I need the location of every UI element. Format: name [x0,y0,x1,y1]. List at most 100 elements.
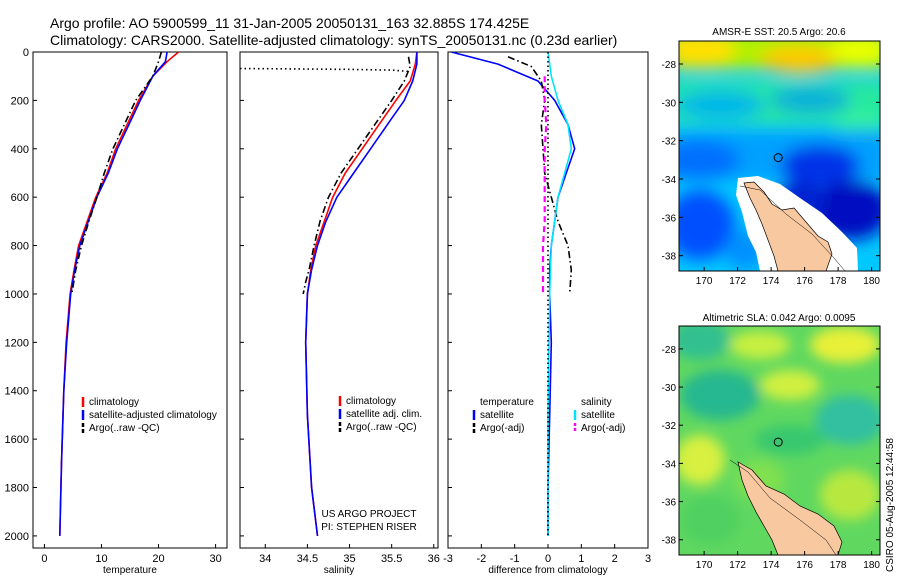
map-x-tick-label: 172 [729,560,746,571]
legend-label: Argo(-adj) [480,423,524,434]
salinity-xlabel: salinity [324,565,355,576]
sst-map-ticks: 170 172 174 176 178 180 -28 -30 -32 -34 -36 -38 [662,60,881,287]
depth-tick-label: 400 [11,144,29,156]
legend-label: satellite adj. clim. [346,409,422,420]
salinity-panel: 34 34.5 35 35.5 36 salinity climatology satel… [239,51,440,576]
sst-map: AMSR-E SST: 20.5 Argo: 20.6 [662,27,881,287]
x-tick-label: 20 [152,553,164,565]
sst-land-north-island [743,181,833,271]
csiro-timestamp-label: CSIRO 05-Aug-2005 12:44:58 [885,438,896,572]
x-tick-label: 34 [259,553,271,565]
sla-map-frame [678,325,881,556]
temperature-xlabel: temperature [103,565,157,576]
map-x-tick-label: 178 [830,276,847,287]
temperature-legend: climatology satellite-adjusted climatolog… [81,397,217,434]
depth-tick-label: 0 [23,47,29,59]
x-tick-label: 36 [428,553,440,565]
depth-tick-label: 2000 [5,531,29,543]
series-line-argo-raw-qc- [71,52,163,295]
difference-y-ticks [448,51,452,537]
map-y-tick-label: -38 [662,252,677,263]
map-y-tick-label: -32 [662,421,677,432]
series-line-satellite [451,52,576,536]
series-line-climatology [304,52,418,536]
depth-tick-label: 200 [11,95,29,107]
map-x-tick-label: 174 [763,276,780,287]
legend-label: climatology [89,397,139,408]
sst-field [679,41,880,271]
salinity-x-ticks: 34 34.5 35 35.5 36 [259,544,440,565]
map-x-tick-label: 180 [863,560,880,571]
figure-title-line1: Argo profile: AO 5900599_11 31-Jan-2005 … [50,15,529,31]
sla-map-title: Altimetric SLA: 0.042 Argo: 0.0095 [703,313,856,324]
map-y-tick-label: -28 [662,345,677,356]
map-y-tick-label: -28 [662,60,677,71]
x-tick-label: 0 [41,553,47,565]
map-x-tick-label: 176 [796,560,813,571]
map-y-tick-label: -38 [662,536,677,547]
project-annotation-line2: PI: STEPHEN RISER [321,522,417,533]
sst-argo-location-marker [773,153,783,163]
map-y-tick-label: -36 [662,498,677,509]
legend-label: Argo(..raw -QC) [346,422,417,433]
series-line-satellite-adjusted-climatology [59,52,168,536]
x-tick-label: -1 [510,553,520,565]
x-tick-label: 1 [578,553,584,565]
map-x-tick-label: 172 [729,276,746,287]
depth-tick-label: 1600 [5,434,29,446]
legend-label: satellite [480,410,514,421]
x-tick-label: 34.5 [297,553,318,565]
salinity-y-ticks [240,51,244,537]
map-x-tick-label: 180 [863,276,880,287]
map-x-tick-label: 178 [830,560,847,571]
depth-tick-label: 1200 [5,337,29,349]
legend-label: satellite [581,410,615,421]
difference-xlabel: difference from climatology [488,565,607,576]
legend-label: climatology [346,396,396,407]
series-line-satellite-adj-clim- [304,52,418,536]
map-y-tick-label: -30 [662,98,677,109]
series-line-satellite [547,52,573,536]
sla-field [679,326,880,555]
figure-title-line2: Climatology: CARS2000. Satellite-adjuste… [50,32,617,48]
sla-map: Altimetric SLA: 0.042 Argo: 0.0095 170 17 [662,313,881,571]
legend-label: satellite-adjusted climatology [89,410,217,421]
x-tick-label: 0 [545,553,551,565]
x-tick-label: 35.5 [381,553,402,565]
temperature-plot-frame [32,51,228,549]
sla-map-ticks: 170 172 174 176 178 180 -28 -30 -32 -34 -36 -38 [662,345,881,571]
x-tick-label: 30 [209,553,221,565]
legend-group-title: temperature [480,397,534,408]
x-tick-label: 2 [612,553,618,565]
map-x-tick-label: 176 [796,276,813,287]
depth-tick-label: 600 [11,192,29,204]
map-x-tick-label: 174 [763,560,780,571]
depth-tick-label: 1800 [5,483,29,495]
sst-bathymetry-contour [739,185,846,271]
difference-x-ticks: -3 -2 -1 0 1 2 3 [443,544,651,565]
sla-bathymetry-contour [729,459,837,555]
x-tick-label: 3 [645,553,651,565]
salinity-plot-frame [239,51,439,549]
difference-legend: temperature satellite Argo(-adj) salinity sa… [472,397,625,434]
map-y-tick-label: -34 [662,175,677,186]
depth-tick-label: 1400 [5,386,29,398]
x-tick-label: 35 [343,553,355,565]
temperature-x-ticks: 0 10 20 30 [41,544,222,565]
depth-tick-label: 1000 [5,289,29,301]
x-tick-label: -2 [476,553,486,565]
map-x-tick-label: 170 [696,560,713,571]
map-y-tick-label: -34 [662,459,677,470]
sst-map-title: AMSR-E SST: 20.5 Argo: 20.6 [712,27,846,38]
series-line-argo-adj- [507,56,573,295]
legend-label: Argo(-adj) [581,423,625,434]
sla-argo-location-marker [773,437,783,447]
map-x-tick-label: 170 [696,276,713,287]
difference-series [451,52,576,536]
x-tick-label: 10 [95,553,107,565]
x-tick-label: -3 [443,553,453,565]
temperature-depth-ticks: 0 200 400 600 800 1000 1200 1400 1600 1800 2000 [5,47,37,543]
temperature-series [59,52,180,536]
project-annotation-line1: US ARGO PROJECT [321,509,416,520]
